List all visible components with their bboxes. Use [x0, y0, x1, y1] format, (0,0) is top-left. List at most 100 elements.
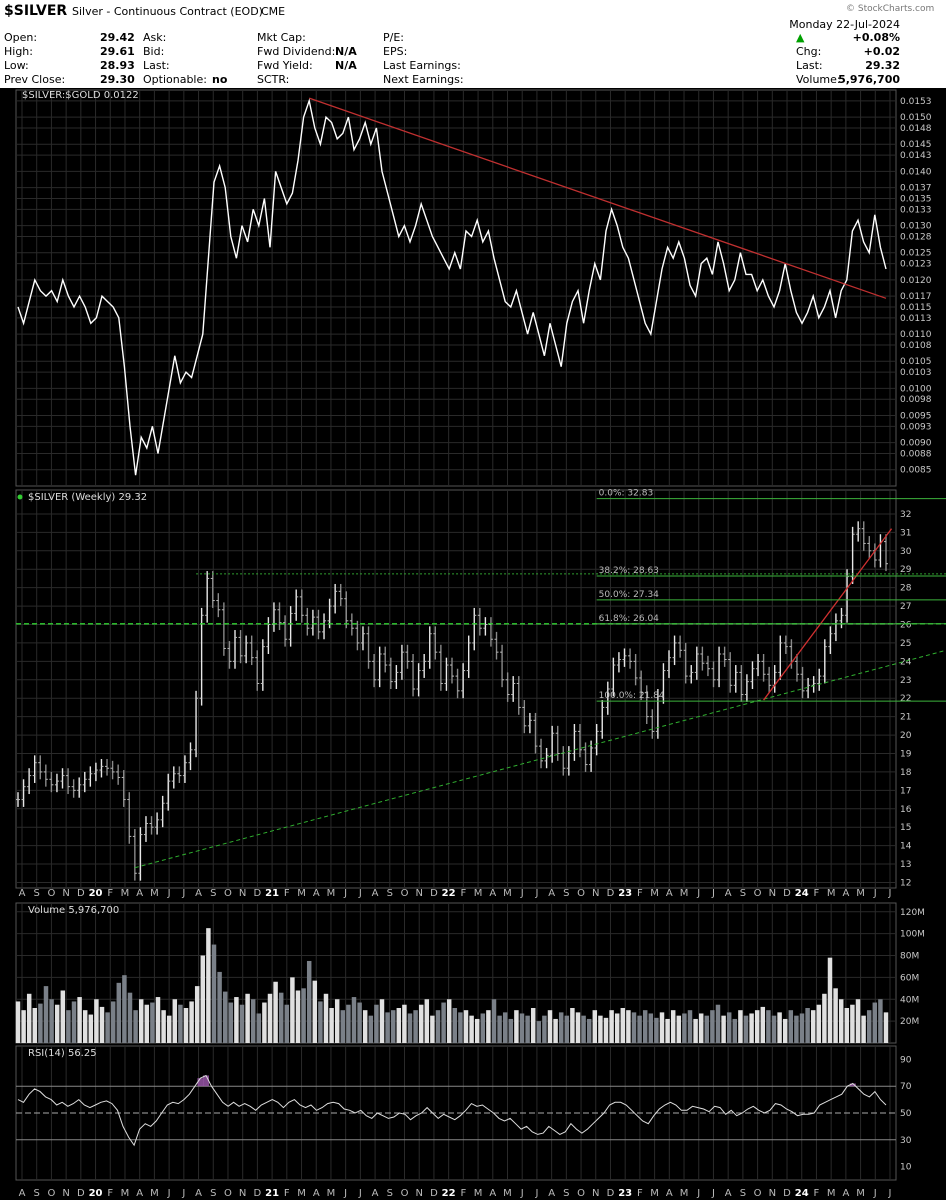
- volume-bar: [54, 1004, 60, 1043]
- x-tick-label-bottom: F: [284, 1188, 290, 1199]
- x-tick-label: F: [637, 888, 643, 899]
- x-tick-label-bottom: M: [474, 1188, 483, 1199]
- x-tick-label: A: [19, 888, 26, 899]
- col3-label-1: Fwd Dividend:: [257, 45, 336, 58]
- volume-y-tick: 120M: [900, 908, 925, 918]
- volume-bar: [861, 1015, 866, 1043]
- x-tick-label: M: [297, 888, 306, 899]
- x-tick-label-bottom: O: [401, 1188, 409, 1199]
- volume-bar: [424, 999, 430, 1043]
- volume-bar: [530, 1008, 536, 1043]
- x-tick-label-bottom: F: [637, 1188, 643, 1199]
- x-tick-label-bottom: M: [121, 1188, 130, 1199]
- volume-bar: [278, 992, 284, 1043]
- x-tick-label-bottom: 20: [89, 1188, 103, 1199]
- volume-bar: [570, 1008, 575, 1043]
- volume-bar: [525, 1015, 530, 1043]
- volume-title: Volume 5,976,700: [28, 905, 119, 916]
- volume-bar: [21, 1010, 26, 1043]
- x-tick-label: A: [313, 888, 320, 899]
- ratio-y-tick: 0.0148: [900, 124, 932, 134]
- volume-bar: [693, 1018, 698, 1043]
- x-tick-label-bottom: O: [47, 1188, 55, 1199]
- x-tick-label: D: [254, 888, 262, 899]
- fib-label-2: 50.0%: 27.34: [599, 590, 660, 600]
- x-tick-label-bottom: N: [592, 1188, 599, 1199]
- volume-bar: [844, 1008, 850, 1043]
- x-tick-label-bottom: A: [548, 1188, 555, 1199]
- volume-bar: [194, 986, 200, 1043]
- x-tick-label-bottom: N: [239, 1188, 246, 1199]
- x-tick-label: M: [827, 888, 836, 899]
- fib-label-4: 100.0%: 21.84: [599, 691, 665, 701]
- volume-y-tick: 60M: [900, 973, 919, 983]
- x-tick-label-bottom: N: [769, 1188, 776, 1199]
- x-tick-label-bottom: N: [62, 1188, 69, 1199]
- x-tick-label: M: [856, 888, 865, 899]
- ratio-y-tick: 0.0090: [900, 439, 932, 449]
- volume-bar: [211, 944, 217, 1043]
- volume-bar: [172, 999, 178, 1043]
- rsi-y-tick: 90: [900, 1055, 912, 1065]
- volume-bar: [771, 1015, 777, 1043]
- col4-label-2: Last Earnings:: [383, 59, 461, 72]
- col2-label-0: Ask:: [143, 31, 167, 44]
- x-tick-label: A: [489, 888, 496, 899]
- volume-bar: [592, 1010, 598, 1043]
- x-tick-label: 21: [265, 888, 279, 899]
- volume-bar: [178, 1004, 183, 1043]
- x-tick-label: N: [592, 888, 599, 899]
- x-tick-label-bottom: J: [696, 1188, 700, 1199]
- volume-bar: [855, 999, 861, 1043]
- volume-bar: [82, 1010, 88, 1043]
- volume-bar: [878, 999, 883, 1043]
- x-tick-label-bottom: J: [711, 1188, 715, 1199]
- x-tick-label-bottom: S: [210, 1188, 216, 1199]
- ratio-y-tick: 0.0150: [900, 113, 932, 123]
- col1-label-0: Open:: [4, 31, 38, 44]
- volume-bar: [480, 1013, 486, 1043]
- volume-bar: [710, 1010, 715, 1043]
- x-tick-label: D: [607, 888, 615, 899]
- x-tick-label-bottom: M: [503, 1188, 512, 1199]
- price-y-tick: 13: [900, 860, 911, 870]
- price-y-tick: 18: [900, 768, 912, 778]
- volume-label: Volume:: [796, 73, 841, 86]
- x-tick-label: N: [415, 888, 422, 899]
- x-tick-label: J: [696, 888, 700, 899]
- volume-bar: [71, 1001, 77, 1043]
- rsi-y-tick: 70: [900, 1082, 912, 1092]
- x-tick-label: J: [343, 888, 347, 899]
- volume-bar: [799, 1013, 805, 1043]
- x-tick-label: D: [430, 888, 438, 899]
- x-tick-label: J: [873, 888, 877, 899]
- volume-bar: [805, 1008, 810, 1043]
- rsi-line: [17, 1074, 887, 1147]
- ratio-y-tick: 0.0115: [900, 303, 932, 313]
- x-tick-label-bottom: M: [297, 1188, 306, 1199]
- volume-bar: [508, 1018, 514, 1043]
- volume-bar: [351, 997, 357, 1043]
- x-tick-label-bottom: S: [34, 1188, 40, 1199]
- x-tick-label-bottom: 21: [265, 1188, 279, 1199]
- rising-trendline: [763, 528, 893, 701]
- price-y-tick: 29: [900, 565, 912, 575]
- volume-bar: [374, 1004, 379, 1043]
- x-tick-label: N: [239, 888, 246, 899]
- price-y-tick: 17: [900, 786, 911, 796]
- volume-bar: [295, 990, 301, 1043]
- volume-bar: [704, 1015, 710, 1043]
- x-tick-label-bottom: J: [343, 1188, 347, 1199]
- col1-value-3: 29.30: [100, 73, 135, 86]
- x-tick-label-bottom: 23: [618, 1188, 632, 1199]
- x-tick-label: F: [460, 888, 466, 899]
- col1-value-1: 29.61: [100, 45, 135, 58]
- x-tick-label-bottom: J: [534, 1188, 538, 1199]
- x-tick-label-bottom: A: [842, 1188, 849, 1199]
- volume-bar: [659, 1012, 665, 1043]
- volume-bar: [715, 1004, 721, 1043]
- x-tick-label-bottom: F: [107, 1188, 113, 1199]
- price-y-tick: 22: [900, 694, 911, 704]
- x-tick-label: J: [711, 888, 715, 899]
- volume-value: 5,976,700: [838, 73, 900, 86]
